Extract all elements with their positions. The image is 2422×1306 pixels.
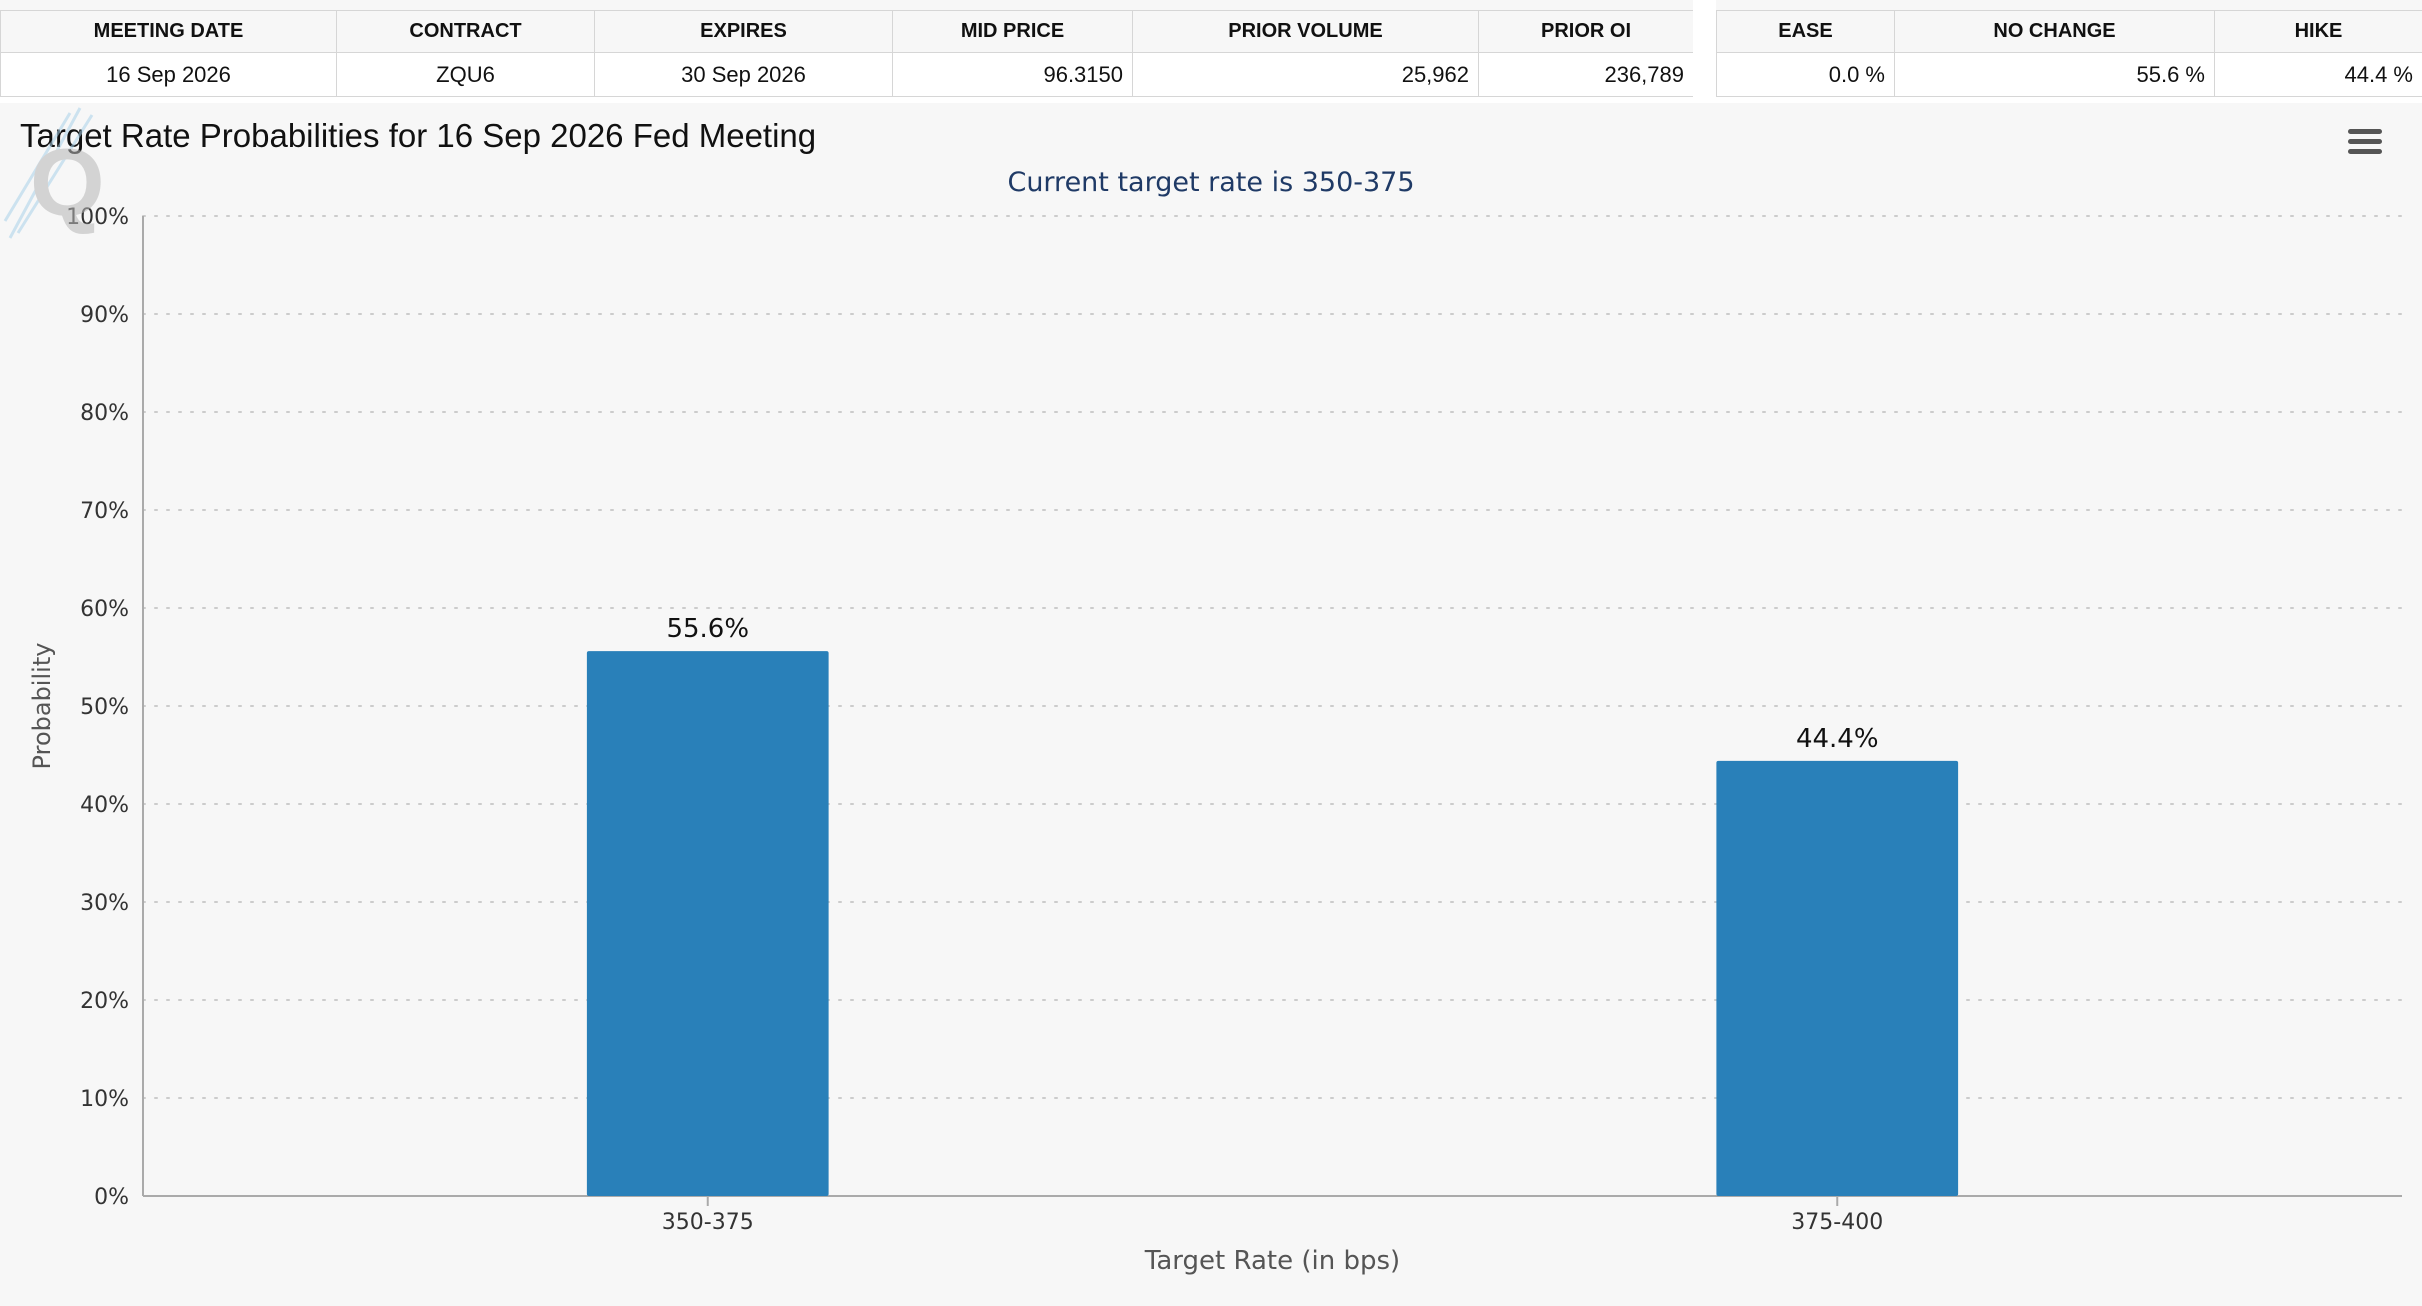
y-tick-label: 10%: [80, 1087, 129, 1112]
probability-table-header-row: EASE NO CHANGE HIKE: [1716, 10, 2422, 53]
y-axis-title: Probability: [28, 643, 56, 770]
header-prior-oi: PRIOR OI: [1478, 10, 1694, 53]
menu-line: [2348, 138, 2382, 144]
header-ease: EASE: [1716, 10, 1895, 53]
meeting-table-header-row: MEETING DATE CONTRACT EXPIRES MID PRICE …: [0, 10, 1694, 53]
cell-hike: 44.4 %: [2214, 52, 2422, 97]
y-tick-label: 90%: [80, 303, 129, 328]
meeting-table: MEETING DATE CONTRACT EXPIRES MID PRICE …: [0, 10, 1694, 97]
y-tick-label: 0%: [94, 1185, 129, 1210]
bar-chart: 0% 10% 20% 30% 40% 50% 60% 70% 80% 90% 100% 55.6% 35…: [28, 205, 2403, 1276]
header-hike: HIKE: [2214, 10, 2422, 53]
hamburger-menu-icon[interactable]: [2343, 119, 2387, 163]
cell-contract: ZQU6: [336, 52, 595, 97]
x-tick-label: 375-400: [1791, 1210, 1883, 1235]
x-axis-title: Target Rate (in bps): [1144, 1246, 1400, 1276]
y-tick-label: 70%: [80, 499, 129, 524]
cell-expires: 30 Sep 2026: [594, 52, 893, 97]
x-tick-label: 350-375: [662, 1210, 754, 1235]
chart-panel: 0% 10% 20% 30% 40% 50% 60% 70% 80% 90% 100% 55.6% 35…: [0, 103, 2422, 1306]
data-label: 55.6%: [666, 614, 749, 644]
y-tick-label: 30%: [80, 891, 129, 916]
header-expires: EXPIRES: [594, 10, 893, 53]
probability-table: EASE NO CHANGE HIKE 0.0 % 55.6 % 44.4 %: [1716, 10, 2422, 97]
chart-title: Target Rate Probabilities for 16 Sep 202…: [20, 117, 817, 154]
y-tick-label: 60%: [80, 597, 129, 622]
y-tick-label: 50%: [80, 695, 129, 720]
data-label: 44.4%: [1796, 724, 1879, 754]
cell-ease: 0.0 %: [1716, 52, 1895, 97]
header-no-change: NO CHANGE: [1894, 10, 2215, 53]
table-gap: [1693, 0, 1716, 103]
cell-prior-oi: 236,789: [1478, 52, 1694, 97]
y-tick-label: 40%: [80, 793, 129, 818]
table-row: 0.0 % 55.6 % 44.4 %: [1716, 52, 2422, 97]
header-contract: CONTRACT: [336, 10, 595, 53]
header-mid-price: MID PRICE: [892, 10, 1133, 53]
cell-mid-price: 96.3150: [892, 52, 1133, 97]
table-row: 16 Sep 2026 ZQU6 30 Sep 2026 96.3150 25,…: [0, 52, 1694, 97]
svg-text:Q: Q: [30, 129, 105, 236]
cell-meeting-date: 16 Sep 2026: [0, 52, 337, 97]
cell-prior-volume: 25,962: [1132, 52, 1479, 97]
menu-line: [2348, 128, 2382, 134]
cell-no-change: 55.6 %: [1894, 52, 2215, 97]
y-tick-label: 80%: [80, 401, 129, 426]
header-prior-volume: PRIOR VOLUME: [1132, 10, 1479, 53]
quikstrike-logo-icon: Q: [3, 107, 105, 239]
menu-line: [2348, 148, 2382, 154]
chart-subtitle: Current target rate is 350-375: [1007, 167, 1415, 198]
y-tick-label: 20%: [80, 989, 129, 1014]
bar: [1716, 760, 1959, 1196]
header-meeting-date: MEETING DATE: [0, 10, 337, 53]
bar: [586, 651, 829, 1196]
y-tick-label: 100%: [66, 205, 129, 230]
